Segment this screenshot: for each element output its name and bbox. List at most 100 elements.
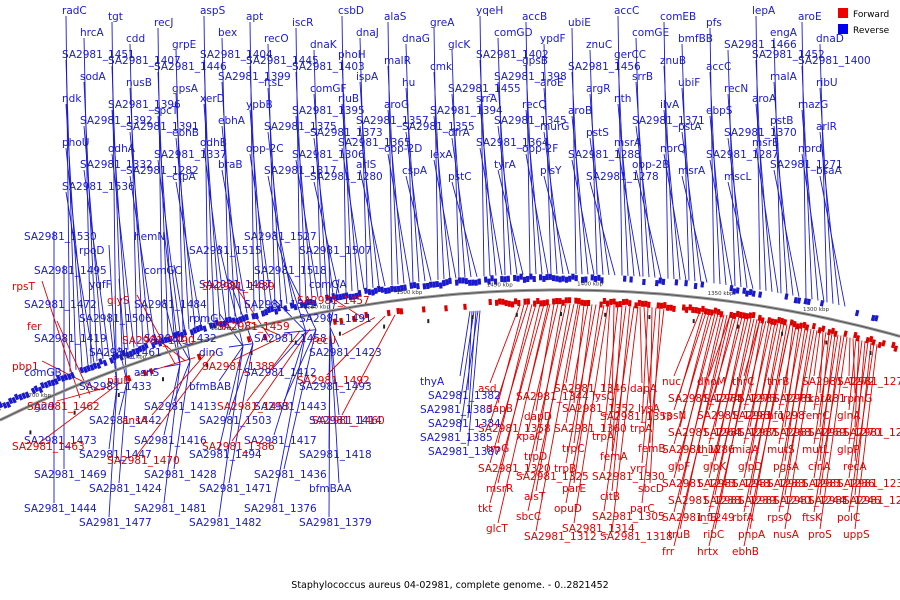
gene-label: femC — [802, 410, 830, 422]
forward-feature — [697, 307, 702, 315]
gene-label: glpF — [668, 461, 690, 473]
leader-line — [489, 303, 545, 504]
reverse-feature — [758, 291, 763, 298]
gene-label: SA2981_1355 — [402, 121, 475, 133]
gene-label: csbD — [338, 5, 364, 17]
gene-label: ftsK — [802, 512, 823, 524]
reverse-feature — [574, 275, 578, 282]
scale-tick-label: 1600 kbp — [211, 326, 237, 332]
leader-line — [708, 315, 731, 377]
leader-line — [118, 381, 128, 416]
forward-feature — [399, 308, 404, 315]
gene-label: SA2981_1466 — [724, 39, 797, 51]
reverse-feature — [386, 287, 391, 294]
leader-line — [673, 315, 731, 547]
reverse-feature — [464, 277, 469, 285]
leader-line — [359, 169, 386, 287]
gene-label: truB — [668, 529, 690, 541]
gene-label: SA2981_1400 — [798, 55, 871, 67]
reverse-feature — [555, 275, 559, 282]
gene-label: sodA — [80, 71, 107, 83]
reverse-feature — [457, 277, 462, 284]
reverse-feature — [21, 392, 27, 400]
leader-line — [497, 304, 541, 484]
reverse-feature — [854, 309, 860, 317]
leader-line — [405, 175, 432, 281]
forward-feature — [539, 300, 543, 307]
leader-line — [313, 49, 322, 297]
gene-label: SA2981_1287 — [706, 149, 779, 161]
gene-label: SA2981_1387 — [428, 446, 501, 458]
forward-feature — [868, 335, 874, 343]
forward-feature — [386, 309, 391, 317]
leader-line — [41, 280, 81, 399]
leader-line — [641, 307, 649, 424]
reverse-feature — [150, 341, 156, 349]
leader-line — [329, 326, 340, 416]
gene-label: arlS — [356, 159, 377, 171]
gene-label: pstB — [770, 115, 793, 127]
gene-label: ctpA — [172, 171, 197, 183]
reverse-feature — [622, 275, 627, 282]
forward-feature — [811, 322, 817, 330]
marker — [338, 331, 341, 336]
gene-label: nord — [798, 143, 822, 155]
gene-label: SA2981_1388 — [202, 361, 275, 373]
leader-line — [527, 303, 559, 432]
reverse-feature — [324, 294, 330, 301]
gene-label: ribC — [703, 529, 724, 541]
gene-label: xerD — [200, 93, 225, 105]
reverse-feature — [82, 366, 88, 374]
reverse-feature — [428, 281, 433, 288]
reverse-feature — [192, 327, 198, 334]
marker — [869, 351, 872, 355]
gene-label: SA2981_1365 — [338, 137, 411, 149]
leader-line — [852, 338, 856, 394]
leader-line — [543, 175, 570, 275]
gene-label: SA2981_1451 — [62, 49, 135, 61]
leader-line — [273, 298, 307, 333]
gene-label: SA2981_1419 — [34, 333, 107, 345]
gene-label: SA2981_1416 — [134, 435, 207, 447]
forward-feature — [893, 345, 899, 353]
gene-label: SA2981_1382 — [428, 390, 501, 402]
leader-line — [681, 131, 702, 282]
gene-label: SA2981_1455 — [448, 83, 521, 95]
reverse-feature — [503, 276, 507, 283]
forward-feature — [817, 327, 822, 334]
leader-line — [525, 153, 549, 275]
gene-label: thyA — [420, 376, 445, 388]
forward-feature — [536, 297, 540, 305]
gene-label: bfmBAA — [309, 483, 352, 495]
gene-label: radC — [62, 5, 87, 17]
leader-line — [111, 65, 123, 352]
gene-label: SA2981_1458 — [254, 333, 327, 345]
gene-label: tgt — [108, 11, 123, 23]
leader-line — [65, 191, 95, 363]
gene-label: odhA — [108, 143, 136, 155]
reverse-feature — [111, 354, 117, 361]
reverse-feature — [179, 331, 185, 339]
gene-label: SA2981_1233 — [732, 478, 805, 490]
gene-label: SA2981_1238 — [668, 495, 741, 507]
forward-feature — [533, 300, 537, 307]
gene-label: SA2981_1417 — [244, 435, 317, 447]
gene-label: ispA — [356, 71, 379, 83]
gene-label: yqfF — [89, 279, 112, 291]
gene-label: msrA — [678, 165, 706, 177]
forward-feature — [748, 312, 753, 319]
reverse-feature — [393, 286, 398, 293]
forward-feature — [615, 301, 619, 308]
gene-label: ebpS — [706, 105, 733, 117]
leader-line — [267, 175, 294, 303]
scale-tick-label: 1550 kbp — [304, 304, 330, 310]
gene-label: ebhB — [172, 127, 199, 139]
forward-feature — [561, 299, 565, 306]
gene-label: ndk — [62, 93, 82, 105]
reverse-feature — [208, 322, 214, 330]
forward-feature — [602, 297, 607, 305]
gene-label: dapD — [524, 411, 552, 423]
leader-line — [157, 27, 163, 339]
leader-line — [649, 307, 661, 484]
gene-label: arlR — [816, 121, 837, 133]
